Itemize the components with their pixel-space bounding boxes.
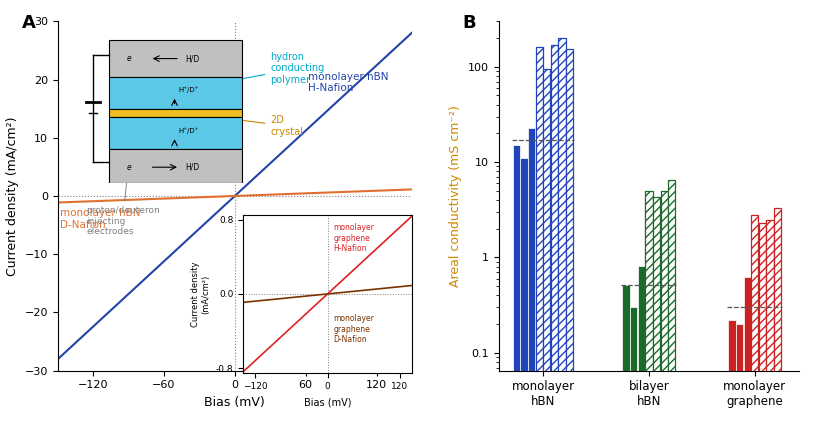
Bar bbox=[109, 77, 242, 109]
Text: e: e bbox=[127, 54, 132, 63]
Text: monolayer hBN
H-Nafion: monolayer hBN H-Nafion bbox=[308, 72, 389, 93]
Bar bbox=[743, 276, 751, 426]
Y-axis label: Areal conductivity (mS cm⁻²): Areal conductivity (mS cm⁻²) bbox=[449, 105, 462, 287]
Bar bbox=[566, 49, 574, 426]
Text: monolayer hBN
D-Nafion: monolayer hBN D-Nafion bbox=[60, 208, 141, 230]
Bar bbox=[728, 320, 736, 426]
Bar bbox=[550, 45, 558, 426]
Bar bbox=[543, 69, 550, 426]
Text: 2D
crystal: 2D crystal bbox=[170, 109, 303, 137]
Bar bbox=[736, 324, 743, 426]
Bar bbox=[528, 128, 535, 426]
Bar bbox=[661, 191, 667, 426]
Bar bbox=[653, 197, 660, 426]
Bar bbox=[759, 223, 766, 426]
Bar bbox=[109, 149, 242, 183]
Bar bbox=[622, 285, 630, 426]
Text: B: B bbox=[462, 14, 476, 32]
Y-axis label: Current density
(mA/cm²): Current density (mA/cm²) bbox=[191, 261, 210, 327]
Text: H⁺/D⁺: H⁺/D⁺ bbox=[178, 86, 199, 93]
Text: e: e bbox=[127, 163, 132, 172]
Text: hydron
conducting
polymer: hydron conducting polymer bbox=[170, 52, 325, 93]
Y-axis label: Current density (mA/cm²): Current density (mA/cm²) bbox=[6, 116, 19, 276]
Bar bbox=[751, 215, 758, 426]
X-axis label: Bias (mV): Bias (mV) bbox=[204, 396, 265, 409]
Bar bbox=[638, 266, 645, 426]
Text: monolayer
graphene
D-Nafion: monolayer graphene D-Nafion bbox=[334, 314, 374, 344]
Bar bbox=[668, 180, 676, 426]
Bar bbox=[109, 40, 242, 77]
Bar bbox=[559, 38, 565, 426]
Bar bbox=[766, 219, 774, 426]
Bar bbox=[536, 47, 543, 426]
Bar bbox=[109, 117, 242, 149]
Text: H/D: H/D bbox=[185, 163, 199, 172]
Text: H⁺/D⁺: H⁺/D⁺ bbox=[178, 128, 199, 134]
Bar bbox=[520, 158, 527, 426]
Bar bbox=[630, 307, 637, 426]
X-axis label: Bias (mV): Bias (mV) bbox=[304, 397, 351, 407]
Bar bbox=[645, 191, 653, 426]
Bar bbox=[109, 109, 242, 117]
Text: H/D: H/D bbox=[185, 54, 199, 63]
Bar bbox=[513, 145, 520, 426]
Text: proton/deuteron
injecting
electrodes: proton/deuteron injecting electrodes bbox=[86, 165, 160, 236]
Text: monolayer
graphene
H-Nafion: monolayer graphene H-Nafion bbox=[334, 223, 374, 253]
Text: A: A bbox=[22, 14, 36, 32]
Bar bbox=[774, 208, 781, 426]
